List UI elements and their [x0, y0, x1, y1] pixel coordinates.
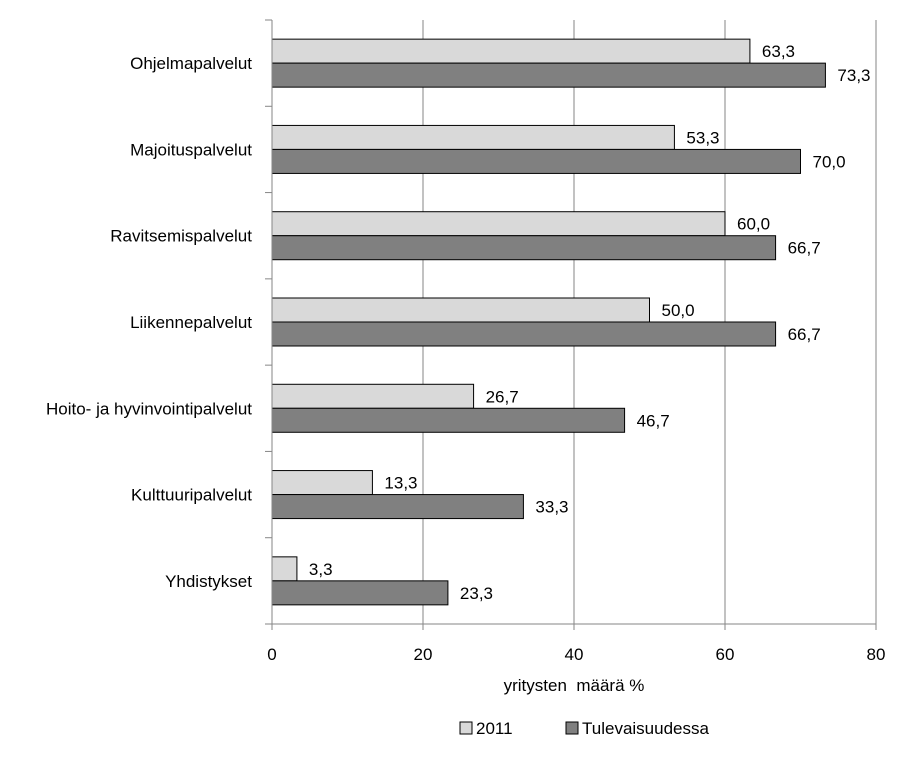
data-label: 33,3: [535, 498, 568, 517]
x-tick-label: 20: [414, 645, 433, 664]
x-axis-title: yritysten määrä %: [504, 676, 645, 695]
legend-label: 2011: [476, 719, 513, 738]
data-label: 66,7: [788, 325, 821, 344]
axes: [265, 19, 877, 630]
category-label: Yhdistykset: [165, 572, 252, 591]
data-label: 3,3: [309, 560, 333, 579]
legend-label: Tulevaisuudessa: [582, 719, 709, 738]
category-label: Kulttuuripalvelut: [131, 486, 252, 505]
bar: [271, 297, 650, 323]
bars: [271, 38, 826, 606]
bar: [271, 383, 475, 409]
data-label: 13,3: [384, 474, 417, 493]
category-label: Hoito- ja hyvinvointipalvelut: [46, 399, 252, 418]
data-label: 50,0: [662, 301, 695, 320]
category-label: Majoituspalvelut: [130, 140, 252, 159]
data-label: 53,3: [686, 128, 719, 147]
data-label: 46,7: [637, 411, 670, 430]
legend-swatch: [459, 721, 473, 735]
legend-swatch: [565, 721, 579, 735]
bar: [271, 321, 777, 347]
legend: 2011 Tulevaisuudessa: [459, 719, 709, 738]
x-tick-label: 60: [716, 645, 735, 664]
bar: [271, 124, 675, 150]
category-label: Ohjelmapalvelut: [130, 54, 252, 73]
bar: [271, 556, 298, 582]
x-tick-label: 0: [267, 645, 276, 664]
bar: [271, 62, 826, 88]
bar: [271, 470, 373, 496]
data-label: 73,3: [837, 66, 870, 85]
bar: [271, 211, 726, 237]
bar: [271, 38, 751, 64]
bar: [271, 148, 801, 174]
x-tick-label: 40: [565, 645, 584, 664]
x-tick-label: 80: [867, 645, 886, 664]
category-label: Ravitsemispalvelut: [110, 227, 252, 246]
labels: 0 20 40 60 80 Ohjelmapalvelut 63,3 73,3 Majoitus…: [46, 42, 885, 664]
data-label: 63,3: [762, 42, 795, 61]
bar: [271, 407, 626, 433]
data-label: 26,7: [486, 387, 519, 406]
data-label: 66,7: [788, 239, 821, 258]
bar: [271, 494, 524, 520]
bar: [271, 580, 449, 606]
data-label: 60,0: [737, 215, 770, 234]
category-label: Liikennepalvelut: [130, 313, 252, 332]
data-label: 23,3: [460, 584, 493, 603]
data-label: 70,0: [813, 152, 846, 171]
bar: [271, 235, 777, 261]
